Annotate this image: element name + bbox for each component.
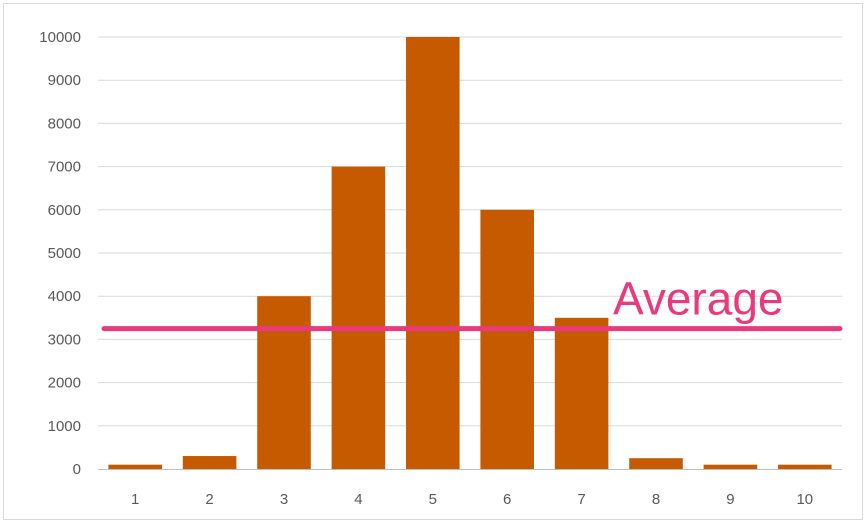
y-tick-label: 10000 xyxy=(39,29,81,46)
y-tick-label: 7000 xyxy=(48,159,81,176)
bar xyxy=(406,37,460,469)
bar xyxy=(703,464,758,469)
x-tick-label: 8 xyxy=(652,491,660,508)
y-tick-label: 3000 xyxy=(48,331,81,348)
x-tick-label: 4 xyxy=(354,491,362,508)
x-tick-label: 9 xyxy=(726,491,734,508)
x-tick-label: 2 xyxy=(205,491,213,508)
average-label: Average xyxy=(613,273,784,325)
bar xyxy=(778,464,832,469)
bar xyxy=(257,296,311,469)
bar xyxy=(108,464,162,469)
y-tick-label: 6000 xyxy=(48,202,81,219)
bars xyxy=(108,37,832,470)
x-tick-label: 10 xyxy=(796,491,813,508)
x-tick-label: 1 xyxy=(131,491,139,508)
gridlines xyxy=(98,36,842,427)
y-tick-label: 1000 xyxy=(48,418,81,435)
y-tick-label: 5000 xyxy=(48,245,81,262)
x-tick-label: 5 xyxy=(429,491,437,508)
bar xyxy=(331,166,386,469)
bar xyxy=(182,456,237,469)
bar xyxy=(554,317,609,469)
bar xyxy=(480,209,534,470)
x-axis-ticks: 1 2 3 4 5 6 7 8 9 10 xyxy=(131,491,813,508)
x-tick-label: 6 xyxy=(503,491,511,508)
y-tick-label: 8000 xyxy=(48,115,81,132)
x-tick-label: 7 xyxy=(577,491,585,508)
y-tick-label: 2000 xyxy=(48,375,81,392)
y-tick-label: 0 xyxy=(73,461,81,478)
bar xyxy=(629,458,683,469)
x-tick-label: 3 xyxy=(280,491,288,508)
y-tick-label: 4000 xyxy=(48,288,81,305)
y-tick-label: 9000 xyxy=(48,72,81,89)
y-axis-ticks: 0 1000 2000 3000 4000 5000 6000 7000 8000 9000 100… xyxy=(39,29,81,478)
